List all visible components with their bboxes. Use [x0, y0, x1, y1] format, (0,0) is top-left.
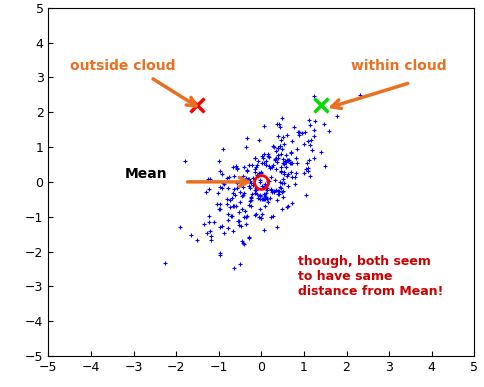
- Text: outside cloud: outside cloud: [70, 60, 175, 74]
- Text: though, both seem
to have same
distance from Mean!: though, both seem to have same distance …: [298, 255, 443, 298]
- Text: within cloud: within cloud: [351, 60, 446, 74]
- Text: Mean: Mean: [125, 167, 167, 181]
